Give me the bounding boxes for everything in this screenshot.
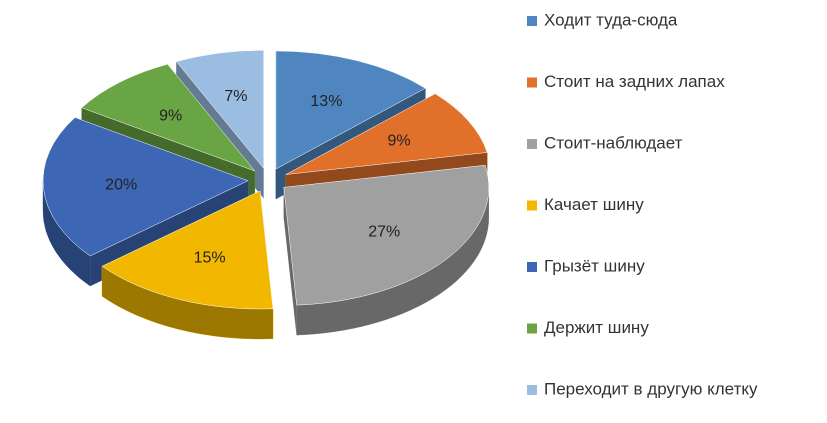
data-label: 7% [224,88,247,105]
data-label: 27% [368,223,400,240]
slice [42,117,249,257]
legend-label: Держит шину [544,318,649,337]
legend-label: Стоит на задних лапах [544,72,725,91]
legend-label: Стоит-наблюдает [544,133,683,152]
data-label: 20% [105,177,137,194]
legend-swatch [527,139,537,149]
slice-shade [43,180,91,286]
data-label: 15% [194,249,226,266]
legend-swatch [527,262,537,272]
legend-label: Ходит туда-сюда [544,10,678,29]
legend-swatch [527,16,537,26]
legend-label: Переходит в другую клетку [544,379,758,398]
slice [283,164,490,306]
data-label: 9% [159,107,182,124]
slice-shade [296,187,489,336]
data-label: 13% [310,93,342,110]
slice [101,190,274,310]
slice [275,50,426,170]
data-label: 9% [388,133,411,150]
legend-swatch [527,77,537,88]
slice-shade [283,187,297,336]
slice [175,50,264,169]
slice [285,93,488,175]
slice-shade [102,266,273,340]
legend-swatch [527,385,537,395]
legend-label: Грызёт шину [544,256,645,275]
legend-label: Качает шину [544,195,644,214]
legend-swatch [527,200,537,211]
legend-swatch [527,323,537,334]
slice [81,63,256,172]
